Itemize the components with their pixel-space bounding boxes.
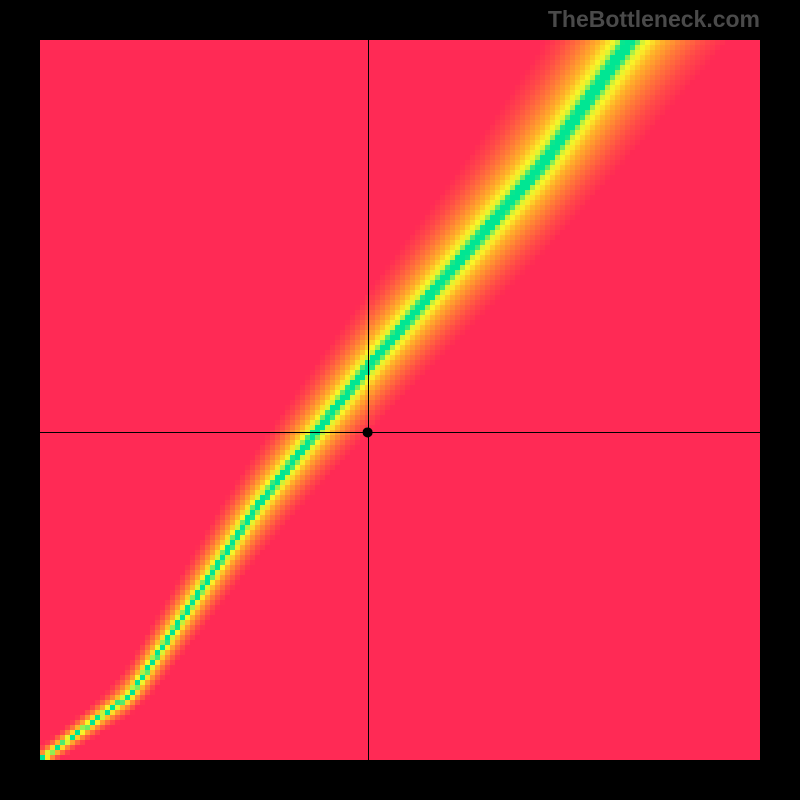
heatmap-canvas [0, 0, 800, 800]
chart-container: TheBottleneck.com [0, 0, 800, 800]
watermark-text: TheBottleneck.com [548, 6, 760, 33]
